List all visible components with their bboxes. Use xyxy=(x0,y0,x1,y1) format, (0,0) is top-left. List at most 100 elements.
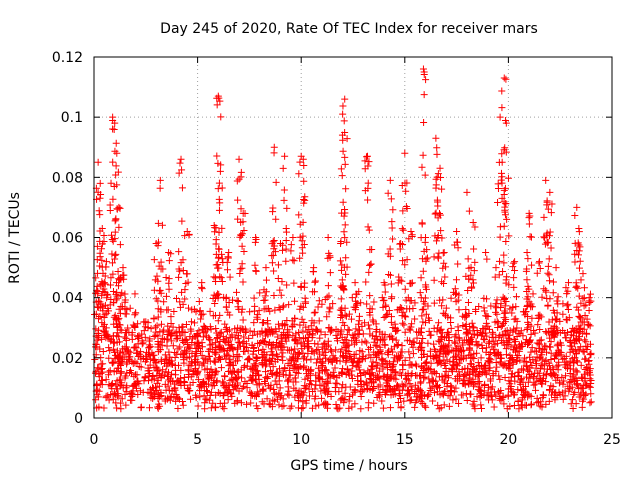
data-point xyxy=(455,306,463,314)
data-point xyxy=(342,270,350,278)
data-point xyxy=(337,282,345,290)
data-point xyxy=(511,335,519,343)
data-point xyxy=(455,291,463,299)
data-point xyxy=(529,290,537,298)
data-point xyxy=(369,318,377,326)
data-point xyxy=(272,325,280,333)
data-point xyxy=(112,296,120,304)
data-point xyxy=(215,341,223,349)
data-point xyxy=(506,402,514,410)
data-point xyxy=(184,304,192,312)
data-point xyxy=(583,315,591,323)
data-point xyxy=(229,381,237,389)
data-point xyxy=(233,384,241,392)
data-point xyxy=(498,194,506,202)
data-point xyxy=(187,318,195,326)
data-point xyxy=(418,353,426,361)
data-point xyxy=(496,223,504,231)
data-point xyxy=(299,232,307,240)
data-point xyxy=(366,261,374,269)
data-point xyxy=(388,224,396,232)
data-point xyxy=(211,358,219,366)
data-point xyxy=(455,399,463,407)
data-point xyxy=(512,315,520,323)
data-point xyxy=(297,282,305,290)
data-point xyxy=(245,334,253,342)
data-point xyxy=(494,199,502,207)
data-point xyxy=(382,302,390,310)
data-point xyxy=(197,311,205,319)
data-point xyxy=(222,325,230,333)
data-point xyxy=(240,338,248,346)
data-point xyxy=(122,350,130,358)
data-point xyxy=(420,91,428,99)
data-point xyxy=(207,365,215,373)
data-point xyxy=(280,302,288,310)
data-point xyxy=(489,370,497,378)
data-point xyxy=(499,293,507,301)
data-point xyxy=(210,291,218,299)
data-point xyxy=(265,356,273,364)
data-point xyxy=(278,353,286,361)
data-point xyxy=(114,393,122,401)
y-tick-label: 0.06 xyxy=(52,231,83,247)
data-point xyxy=(250,319,258,327)
data-point xyxy=(310,264,318,272)
data-point xyxy=(397,240,405,248)
data-point xyxy=(436,164,444,172)
data-point xyxy=(437,174,445,182)
data-point xyxy=(403,256,411,264)
data-point xyxy=(96,312,104,320)
data-point xyxy=(526,233,534,241)
data-point xyxy=(186,381,194,389)
data-point xyxy=(509,263,517,271)
data-point xyxy=(542,342,550,350)
data-point xyxy=(481,362,489,370)
data-point xyxy=(355,358,363,366)
data-point xyxy=(200,322,208,330)
data-point xyxy=(527,348,535,356)
data-point xyxy=(277,291,285,299)
data-point xyxy=(362,278,370,286)
data-point xyxy=(467,337,475,345)
data-point xyxy=(392,327,400,335)
data-point xyxy=(500,400,508,408)
data-point xyxy=(511,377,519,385)
data-point xyxy=(507,388,515,396)
data-point xyxy=(573,247,581,255)
data-point xyxy=(344,341,352,349)
x-tick-label: 5 xyxy=(193,432,202,448)
data-point xyxy=(432,134,440,142)
data-point xyxy=(554,374,562,382)
data-point xyxy=(270,242,278,250)
data-point xyxy=(383,311,391,319)
data-point xyxy=(523,295,531,303)
data-point xyxy=(121,298,129,306)
data-point xyxy=(454,323,462,331)
data-point xyxy=(146,343,154,351)
data-point xyxy=(106,207,114,215)
data-point xyxy=(524,390,532,398)
data-point xyxy=(173,294,181,302)
data-point xyxy=(345,397,353,405)
data-point xyxy=(169,342,177,350)
data-point xyxy=(291,374,299,382)
data-point xyxy=(307,355,315,363)
data-point xyxy=(284,346,292,354)
data-point xyxy=(213,290,221,298)
data-point xyxy=(575,264,583,272)
data-point xyxy=(519,332,527,340)
data-point xyxy=(243,384,251,392)
data-point xyxy=(572,335,580,343)
data-point xyxy=(387,332,395,340)
data-point xyxy=(504,174,512,182)
data-point xyxy=(211,339,219,347)
data-point xyxy=(542,286,550,294)
data-point xyxy=(544,205,552,213)
data-point xyxy=(151,323,159,331)
data-point xyxy=(238,242,246,250)
data-point xyxy=(566,379,574,387)
data-point xyxy=(196,393,204,401)
data-point xyxy=(96,194,104,202)
